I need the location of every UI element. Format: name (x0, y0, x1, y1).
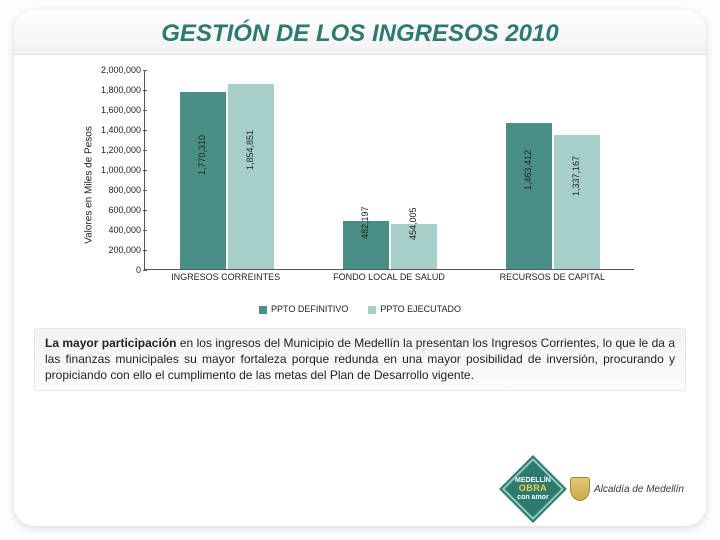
chart-bar-value: 1,463,412 (523, 120, 533, 190)
chart-bar: 1,463,412 (506, 123, 552, 269)
chart-bar-value: 1,770,310 (197, 105, 207, 175)
alcaldia-text: Alcaldía de Medellín (594, 484, 684, 495)
chart-bar-group: 482,197454,005 (308, 70, 471, 269)
chart-bar: 454,005 (391, 224, 437, 269)
paragraph-emphasis: La mayor participación (45, 336, 176, 350)
chart-plot-area: 0200,000400,000600,000800,0001,000,0001,… (144, 70, 634, 270)
chart-ytick: 1,800,000 (87, 85, 141, 95)
chart-ytick: 1,000,000 (87, 165, 141, 175)
chart-bar: 1,854,851 (228, 84, 274, 269)
chart-ytick: 1,600,000 (87, 105, 141, 115)
chart-ytick: 200,000 (87, 245, 141, 255)
legend-label: PPTO EJECUTADO (380, 304, 461, 314)
chart-bar-group: 1,463,412 1,337,167 (472, 70, 635, 269)
chart-category-label: RECURSOS DE CAPITAL (471, 272, 634, 282)
shield-icon (570, 477, 590, 501)
legend-item: PPTO EJECUTADO (368, 304, 461, 314)
chart-category-label: INGRESOS CORREINTES (144, 272, 307, 282)
chart-legend: PPTO DEFINITIVO PPTO EJECUTADO (14, 304, 706, 314)
chart-bar-group: 1,770,310 1,854,851 (145, 70, 308, 269)
legend-item: PPTO DEFINITIVO (259, 304, 348, 314)
slide-container: GESTIÓN DE LOS INGRESOS 2010 Valores en … (14, 10, 706, 526)
logo-line3: con amor (515, 494, 551, 501)
legend-label: PPTO DEFINITIVO (271, 304, 348, 314)
chart-ytick: 0 (87, 265, 141, 275)
chart-bar: 1,770,310 (180, 92, 226, 269)
chart-ytick: 2,000,000 (87, 65, 141, 75)
legend-swatch (368, 306, 376, 314)
chart-ytick: 600,000 (87, 205, 141, 215)
legend-swatch (259, 306, 267, 314)
chart-bar: 482,197 (343, 221, 389, 269)
footer-logos: MEDELLÍN OBRA con amor Alcaldía de Medel… (502, 458, 684, 520)
chart-bar-value: 1,337,167 (571, 126, 581, 196)
slide-title: GESTIÓN DE LOS INGRESOS 2010 (14, 10, 706, 55)
chart-bar-value: 1,854,851 (245, 100, 255, 170)
chart-ytick: 1,200,000 (87, 145, 141, 155)
chart-category-label: FONDO LOCAL DE SALUD (307, 272, 470, 282)
chart-ytick: 800,000 (87, 185, 141, 195)
chart-ytick: 1,400,000 (87, 125, 141, 135)
chart-bar-value: 482,197 (360, 169, 370, 239)
logo-line2: OBRA (515, 484, 551, 493)
chart-ytick: 400,000 (87, 225, 141, 235)
chart-bar-value: 454,005 (408, 170, 418, 240)
obra-logo: MEDELLÍN OBRA con amor (502, 458, 564, 520)
alcaldia-logo: Alcaldía de Medellín (570, 477, 684, 501)
chart-bar: 1,337,167 (554, 135, 600, 269)
analysis-paragraph: La mayor participación en los ingresos d… (34, 328, 686, 391)
revenue-chart: Valores en Miles de Pesos 0200,000400,00… (84, 70, 644, 300)
